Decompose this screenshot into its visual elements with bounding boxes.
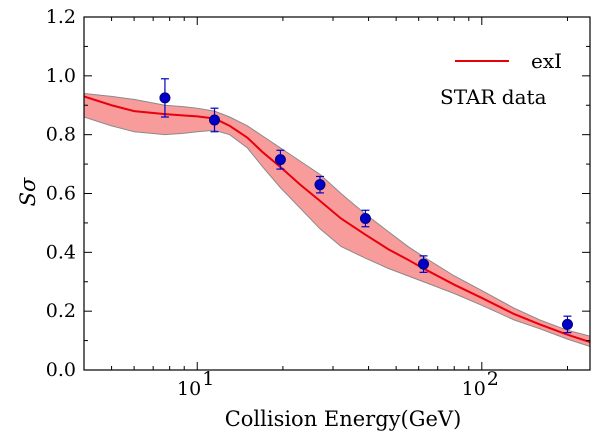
y-axis-label: Sσ [16,177,40,206]
data-point [359,213,371,225]
y-tick-label: 0.0 [46,359,76,381]
series-line-exI [84,95,590,344]
x-tick-label: 10 [177,378,201,400]
data-point [209,114,221,126]
data-point [561,318,573,330]
data-point [418,258,430,270]
data-point [274,154,286,166]
plot-area [84,78,590,347]
y-tick-label: 1.0 [46,65,76,87]
y-tick-label: 0.2 [46,300,76,322]
legend-label-star-data: STAR data [440,85,547,109]
x-tick-exponent: 1 [202,368,214,390]
data-point [159,92,171,104]
y-tick-label: 0.6 [46,183,76,205]
error-band [84,92,590,347]
x-tick-exponent: 2 [487,368,499,390]
ticks: 0.00.20.40.60.81.01.210 1 10 2 [46,6,590,400]
y-tick-label: 0.8 [46,124,76,146]
x-tick-label: 10 [462,378,486,400]
legend-label-exI: exI [531,49,562,73]
y-tick-label: 1.2 [46,6,76,28]
y-tick-label: 0.4 [46,241,76,263]
data-point [314,179,326,191]
legend: exI STAR data [440,49,562,109]
x-axis-label: Collision Energy(GeV) [225,407,462,431]
